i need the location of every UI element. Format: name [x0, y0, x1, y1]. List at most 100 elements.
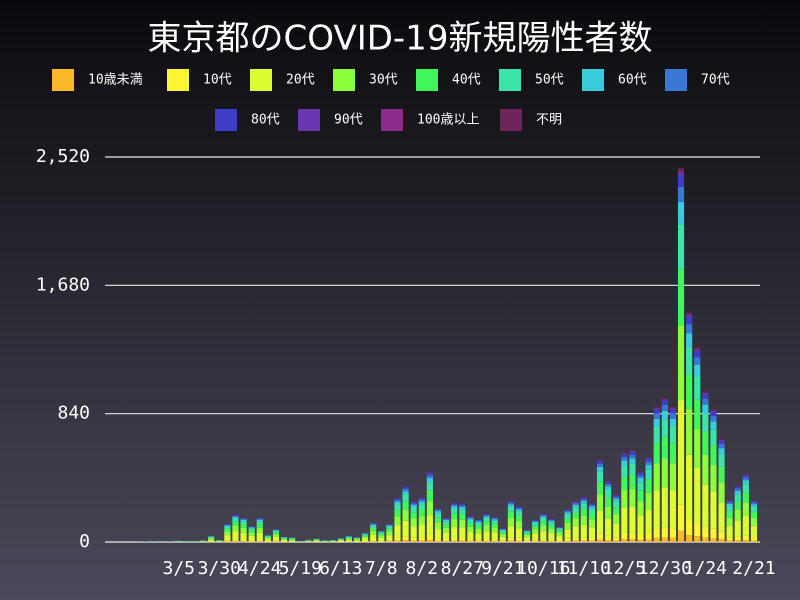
bar-segment [240, 524, 247, 528]
legend-swatch [582, 69, 604, 91]
bar-segment [386, 528, 393, 532]
bar-segment [353, 538, 361, 540]
bar-segment [596, 533, 604, 540]
bar-segment [605, 483, 612, 487]
bar-segment [645, 458, 652, 462]
bar-segment [621, 532, 628, 540]
bar-segment [491, 541, 498, 542]
bar-segment [540, 525, 547, 532]
bar-segment [443, 519, 450, 522]
bar-segment [459, 540, 466, 542]
bar-segment [402, 509, 409, 521]
bar-segment [370, 530, 377, 535]
bar-segment [750, 506, 758, 512]
bar-segment [524, 537, 531, 541]
bar-segment [588, 527, 596, 539]
bar-segment [507, 501, 514, 503]
bar-segment [726, 537, 733, 541]
bar-segment [702, 404, 709, 414]
bar-segment [240, 518, 247, 520]
bar-segment [264, 538, 271, 540]
bar-segment [264, 536, 271, 539]
bar-segment [702, 484, 709, 527]
bar-segment [750, 501, 758, 503]
bar-segment [256, 541, 263, 542]
bar-segment [548, 520, 555, 521]
bar-segment [710, 410, 717, 412]
legend-swatch [167, 69, 189, 91]
bar-segment [637, 477, 644, 483]
bar-segment [669, 426, 677, 444]
bar-segment [264, 536, 271, 537]
bar-segment [621, 476, 628, 491]
x-tick-label: 2/21 [732, 558, 775, 579]
bar-segment [515, 540, 523, 542]
bar-segment [750, 526, 758, 538]
bar-segment [677, 400, 685, 505]
bar-segment [596, 463, 604, 467]
bar-segment [572, 507, 579, 513]
bar-segment [605, 490, 612, 498]
bar-segment [726, 502, 733, 504]
bar-segment [394, 516, 401, 526]
bar-segment [507, 537, 514, 541]
bar-segment [402, 536, 409, 541]
bar-segment [540, 521, 547, 526]
bar-segment [548, 533, 555, 540]
bar-segment [434, 509, 442, 512]
bar-segment [540, 517, 547, 522]
bar-segment [370, 525, 377, 528]
bar-segment [386, 526, 393, 529]
legend-swatch [333, 69, 355, 91]
bar-segment [580, 537, 587, 541]
bar-segment [629, 507, 636, 533]
bar-segment [686, 374, 693, 409]
bar-segment [588, 505, 596, 507]
bar-segment [645, 469, 652, 480]
bar-segment [718, 482, 725, 503]
x-tick-label: 8/2 [406, 558, 439, 579]
bar-segment [548, 541, 555, 542]
bar-segment [386, 525, 393, 527]
bar-segment [669, 463, 677, 491]
bar-segment [580, 499, 587, 502]
bar-segment [726, 506, 733, 512]
bar-segment [556, 540, 563, 542]
bar-segment [694, 376, 701, 400]
bar-segment [572, 503, 579, 505]
bar-segment [256, 521, 263, 525]
bar-segment [677, 201, 685, 225]
bar-segment [637, 471, 644, 473]
bar-segment [556, 527, 563, 529]
bar-segment [734, 536, 741, 541]
bar-segment [629, 463, 636, 475]
bar-segment [402, 487, 409, 489]
bar-segment [629, 488, 636, 508]
bar-segment [394, 540, 401, 542]
bar-segment [718, 454, 725, 467]
bar-segment [613, 501, 620, 508]
bar-segment [532, 520, 539, 522]
legend-label: 20代 [286, 73, 315, 88]
bar-segment [613, 495, 620, 497]
bar-segment [475, 539, 482, 542]
legend-swatch [499, 69, 521, 91]
bar-segment [621, 507, 628, 533]
bar-segment [596, 539, 604, 542]
bar-segment [410, 502, 417, 504]
bar-segment [596, 466, 604, 472]
y-tick-label: 2,520 [36, 146, 90, 167]
bar-segment [677, 186, 685, 202]
bar-segment [402, 491, 409, 495]
x-tick-label: 11/10 [557, 558, 611, 579]
bar-segment [742, 492, 749, 503]
bar-segment [467, 522, 474, 527]
bar-segment [637, 501, 644, 516]
bar-segment [580, 524, 587, 538]
bar-segment [742, 502, 749, 517]
bar-segment [629, 450, 636, 452]
bar-segment [637, 482, 644, 491]
bar-segment [694, 364, 701, 377]
bar-segment [329, 541, 336, 542]
bar-segment [694, 357, 701, 365]
